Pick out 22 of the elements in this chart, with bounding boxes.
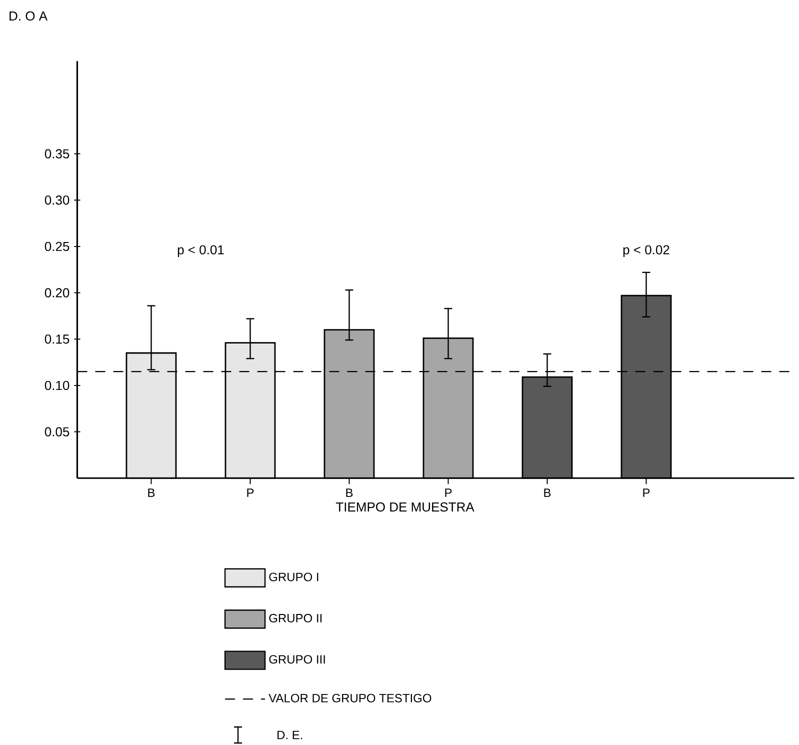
y-tick-label: 0.20: [44, 288, 70, 298]
y-tick-label: 0.30: [44, 196, 70, 205]
legend-label: VALOR DE GRUPO TESTIGO: [268, 694, 432, 702]
y-tick-label: 0.10: [44, 380, 70, 390]
x-tick-label: B: [346, 488, 353, 497]
annotation: p < 0.02: [623, 245, 670, 257]
x-tick-label: B: [544, 488, 551, 497]
x-tick-label: P: [445, 488, 452, 497]
x-tick-label: P: [643, 488, 650, 497]
legend-label: GRUPO I: [269, 572, 318, 582]
legend-label: GRUPO III: [269, 655, 325, 664]
y-tick-label: 0.25: [44, 242, 70, 252]
legend-label: GRUPO II: [269, 614, 322, 622]
y-tick-label: 0.35: [44, 149, 70, 158]
x-tick-label: B: [148, 488, 155, 497]
x-axis-title: TIEMPO DE MUESTRA: [336, 502, 474, 512]
y-axis-title: D. O A: [10, 11, 48, 21]
y-tick-label: 0.05: [44, 427, 70, 436]
x-tick-label: P: [247, 488, 254, 497]
annotation: p < 0.01: [178, 245, 224, 257]
y-tick-label: 0.15: [44, 334, 70, 344]
text: D. E.: [278, 730, 302, 740]
